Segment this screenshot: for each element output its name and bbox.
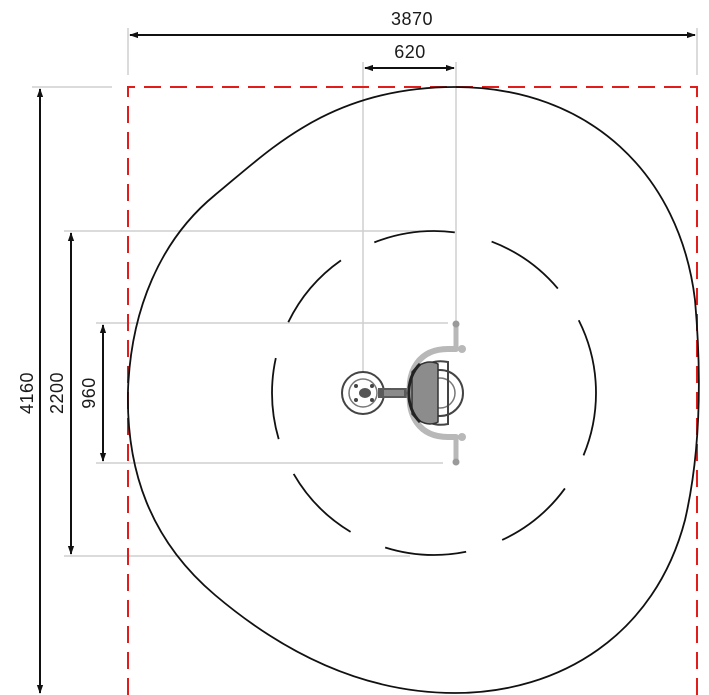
dim-label-equipment-width: 620: [394, 42, 426, 62]
dim-label-fall-zone-depth: 2200: [47, 372, 67, 414]
safety-zone-boundary: [127, 86, 698, 695]
seat-bolt: [370, 398, 374, 402]
dim-label-overall-depth: 4160: [17, 372, 37, 414]
backrest: [411, 361, 439, 425]
handle-end: [452, 320, 460, 328]
dim-label-overall-width: 3870: [391, 9, 433, 29]
handle-knob: [458, 345, 466, 353]
extension-lines: [32, 28, 698, 557]
impact-area-outline: [127, 86, 700, 694]
backrest-arc: [407, 362, 422, 424]
dim-label-equipment-depth: 960: [79, 377, 99, 409]
seat-hub: [359, 388, 371, 398]
handle-knob: [458, 433, 466, 441]
motion-range-circle: [271, 230, 597, 556]
handle-end: [452, 458, 460, 466]
fitness-equipment-plan: [341, 320, 466, 466]
connecting-beam-highlight: [384, 390, 404, 396]
seat-bolt: [370, 384, 374, 388]
seat-bolt: [354, 398, 358, 402]
seat-bolt: [354, 384, 358, 388]
dimension-lines: [36, 31, 696, 694]
seat-disc-inner: [348, 378, 378, 408]
